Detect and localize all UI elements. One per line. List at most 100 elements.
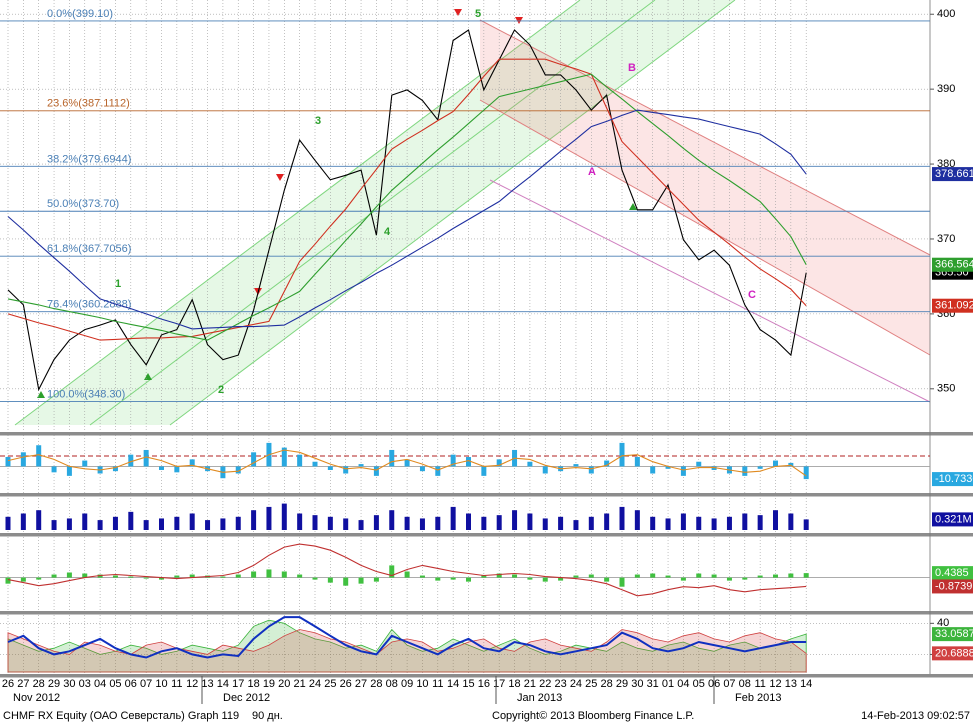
bar	[220, 518, 226, 530]
bar	[619, 577, 625, 587]
wave-label: C	[748, 289, 756, 301]
fibonacci-label: 38.2%(379.6944)	[47, 153, 131, 165]
value-box-label: 33.0587	[935, 628, 973, 640]
y-tick-label: 380	[937, 158, 955, 170]
wave-label: 5	[475, 8, 481, 20]
bar	[112, 575, 118, 578]
bar	[51, 520, 57, 530]
bar	[527, 461, 533, 467]
x-tick-label: 21	[294, 678, 306, 690]
x-tick-label: 24	[309, 678, 321, 690]
x-tick-label: 01	[662, 678, 674, 690]
bar	[680, 577, 686, 581]
copyright: Copyright© 2013 Bloomberg Finance L.P.	[492, 710, 694, 722]
x-tick-label: 25	[324, 678, 336, 690]
bar	[788, 462, 794, 467]
bar	[757, 515, 763, 530]
wave-label: A	[588, 166, 596, 178]
bar	[573, 464, 579, 467]
bar	[327, 577, 333, 583]
bar	[466, 577, 471, 582]
series-line	[7, 616, 807, 659]
bar	[66, 572, 72, 578]
bar	[220, 576, 226, 578]
bar	[327, 466, 333, 470]
bar	[512, 510, 518, 530]
bar	[312, 515, 318, 530]
bar	[665, 575, 671, 578]
x-tick-label: 04	[94, 678, 106, 690]
bar	[36, 577, 42, 580]
bar	[51, 574, 57, 578]
value-box-label: 0.4385	[935, 567, 969, 579]
bar	[711, 518, 717, 530]
bar	[373, 466, 379, 476]
bar	[66, 518, 72, 530]
y-tick-label: 390	[937, 83, 955, 95]
x-tick-label: 28	[370, 678, 382, 690]
bar	[588, 466, 594, 474]
bar	[174, 516, 180, 530]
bar	[634, 574, 640, 578]
x-tick-label: 14	[800, 678, 812, 690]
down-marker	[454, 9, 462, 16]
fibonacci-label: 50.0%(373.70)	[47, 198, 119, 210]
x-tick-label: 25	[585, 678, 597, 690]
bar	[251, 571, 257, 578]
bar	[5, 516, 11, 530]
wave-label: 2	[218, 384, 224, 396]
bar	[82, 460, 88, 467]
x-tick-label: 16	[478, 678, 490, 690]
bar	[159, 518, 164, 530]
bar	[773, 460, 778, 467]
bar	[558, 516, 564, 530]
bar	[112, 516, 118, 530]
x-tick-label: 26	[2, 678, 14, 690]
bar	[542, 466, 548, 474]
bar	[143, 449, 149, 467]
bar	[20, 513, 26, 530]
bar	[650, 466, 656, 474]
bar	[466, 457, 471, 467]
x-tick-label: 18	[247, 678, 259, 690]
bar	[665, 518, 671, 530]
bar	[343, 518, 349, 530]
bar	[450, 506, 456, 530]
bar	[266, 506, 272, 530]
bar	[665, 466, 671, 469]
month-label: Feb 2013	[735, 692, 781, 704]
bar	[527, 513, 533, 530]
month-label: Dec 2012	[223, 692, 270, 704]
bar	[604, 577, 610, 582]
panel-separator	[0, 611, 973, 615]
bar	[788, 573, 794, 578]
panel-separator	[0, 533, 973, 537]
bar	[128, 454, 134, 467]
panel-separator	[0, 674, 973, 678]
bar	[711, 466, 717, 470]
x-tick-label: 27	[355, 678, 367, 690]
series-line	[7, 73, 807, 341]
bar	[496, 573, 502, 578]
bar	[159, 577, 164, 580]
series-area	[7, 619, 807, 673]
bar	[680, 513, 686, 530]
x-tick-label: 31	[647, 678, 659, 690]
bar	[266, 569, 272, 578]
bar	[650, 573, 656, 578]
up-marker	[629, 203, 637, 210]
x-tick-label: 06	[125, 678, 137, 690]
x-tick-label: 05	[693, 678, 705, 690]
wave-label: B	[628, 62, 636, 74]
bar	[251, 510, 257, 530]
bar	[419, 575, 425, 578]
bar	[435, 577, 441, 581]
bar	[281, 447, 287, 467]
x-tick-label: 28	[33, 678, 45, 690]
value-box-label: -10.7336	[935, 473, 973, 485]
channel-line	[479, 99, 931, 356]
x-tick-label: 07	[723, 678, 735, 690]
bar	[327, 516, 333, 530]
month-label: Jan 2013	[517, 692, 562, 704]
